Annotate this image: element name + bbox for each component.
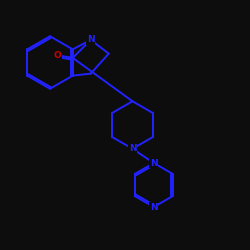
Text: N: N: [150, 202, 158, 211]
Text: O: O: [54, 51, 62, 60]
Text: N: N: [87, 35, 94, 44]
Text: N: N: [129, 144, 136, 153]
Text: N: N: [150, 158, 158, 168]
